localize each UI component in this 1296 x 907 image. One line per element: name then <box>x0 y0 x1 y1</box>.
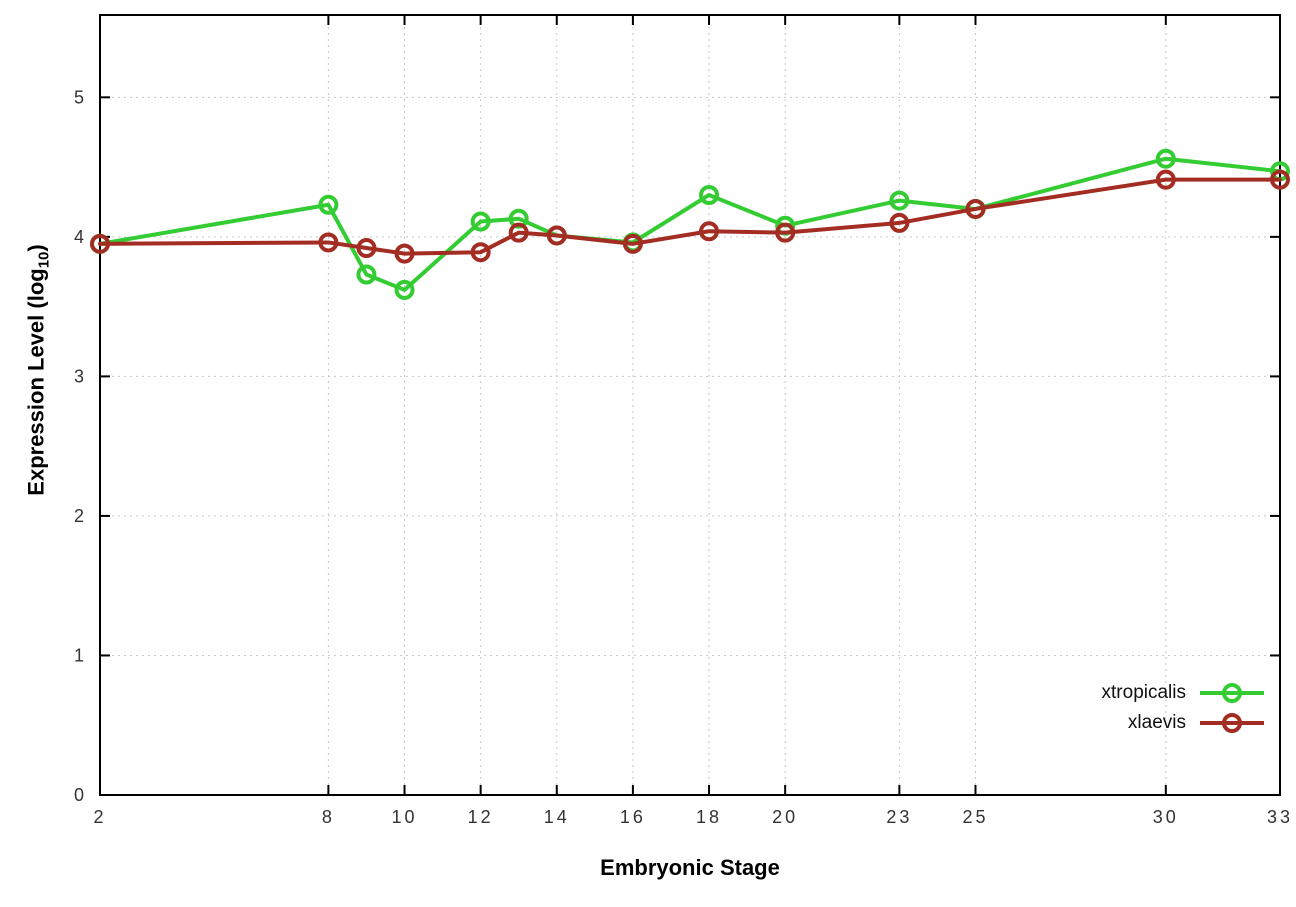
svg-text:12: 12 <box>468 807 494 827</box>
svg-text:14: 14 <box>544 807 570 827</box>
svg-text:0: 0 <box>74 785 84 805</box>
svg-text:20: 20 <box>772 807 798 827</box>
svg-text:5: 5 <box>74 87 84 107</box>
y-axis-label: Expression Level (log10) <box>23 244 52 495</box>
legend-label: xtropicalis <box>1101 682 1186 703</box>
svg-text:25: 25 <box>962 807 988 827</box>
legend: xtropicalis xlaevis <box>1102 681 1266 735</box>
svg-text:10: 10 <box>392 807 418 827</box>
svg-text:33: 33 <box>1267 807 1293 827</box>
legend-label: xlaevis <box>1127 712 1186 733</box>
svg-text:18: 18 <box>696 807 722 827</box>
svg-text:2: 2 <box>74 506 84 526</box>
y-axis-label-subscript: 10 <box>35 251 53 269</box>
legend-line-marker-icon <box>1200 683 1264 703</box>
svg-text:4: 4 <box>74 227 84 247</box>
svg-text:23: 23 <box>886 807 912 827</box>
x-axis-label: Embryonic Stage <box>600 855 780 880</box>
legend-line-marker-icon <box>1200 713 1264 733</box>
y-axis-label-prefix: Expression Level (log <box>23 268 49 496</box>
y-axis-label-suffix: ) <box>23 244 49 252</box>
svg-text:16: 16 <box>620 807 646 827</box>
svg-text:2: 2 <box>93 807 106 827</box>
svg-text:1: 1 <box>74 645 84 665</box>
legend-item-xlaevis: xlaevis <box>1128 711 1266 735</box>
svg-text:8: 8 <box>322 807 335 827</box>
legend-item-xtropicalis: xtropicalis <box>1102 681 1266 705</box>
svg-text:30: 30 <box>1153 807 1179 827</box>
svg-text:3: 3 <box>74 366 84 386</box>
